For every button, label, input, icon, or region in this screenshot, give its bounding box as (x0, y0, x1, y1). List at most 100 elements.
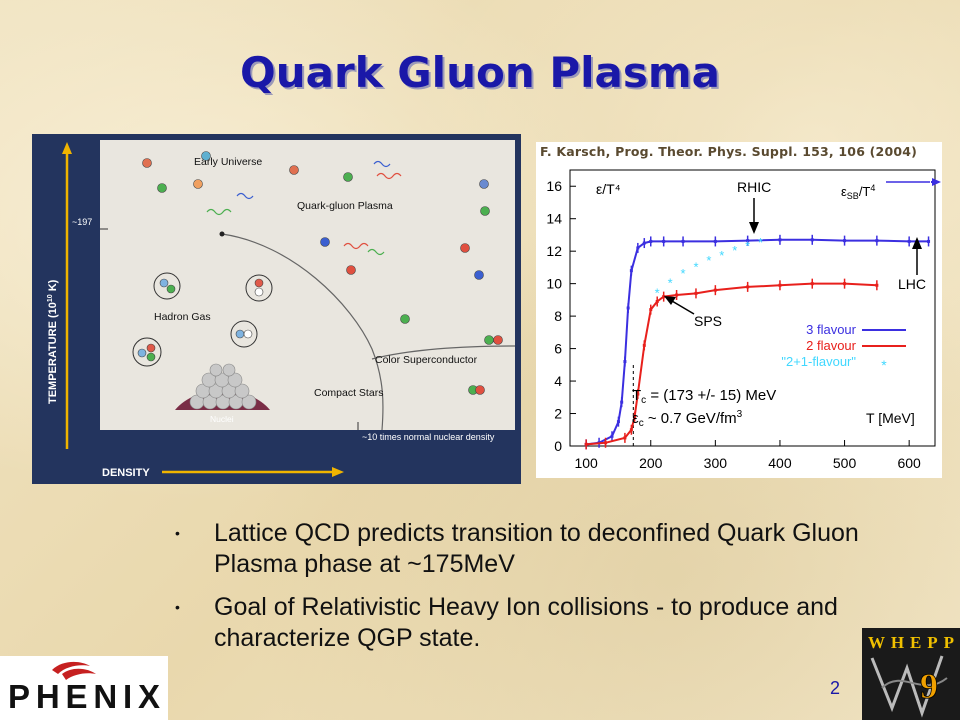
color-superconductor-boundary (371, 345, 516, 360)
y-tick-label: 4 (554, 373, 562, 389)
bullet-item: • Lattice QCD predicts transition to deco… (172, 518, 862, 580)
whepp-logo-number: 9 (920, 666, 938, 706)
data-point (875, 283, 879, 287)
compact-stars-label: Compact Stars (314, 387, 383, 399)
data-point (746, 285, 750, 289)
qgp-label: Quark-gluon Plasma (297, 200, 393, 212)
bullet-item: • Goal of Relativistic Heavy Ion collisio… (172, 592, 862, 654)
whepp-logo-squiggle (870, 655, 944, 718)
data-point-star: * (719, 248, 724, 263)
data-point (629, 269, 633, 273)
phenix-logo-bg (0, 656, 168, 720)
y-tick-label: 12 (546, 243, 562, 259)
slide-title: Quark Gluon Plasma (240, 48, 720, 97)
data-point (810, 238, 814, 242)
data-point (675, 293, 679, 297)
page-number: 2 (830, 678, 841, 698)
whepp-logo-curve (881, 677, 948, 689)
data-point (623, 360, 627, 364)
data-point (616, 420, 620, 424)
data-point (649, 308, 653, 312)
x-axis-label: T [MeV] (866, 410, 915, 426)
legend-star: * (881, 357, 887, 373)
data-point (810, 282, 814, 286)
data-point (662, 295, 666, 299)
critical-point (219, 231, 225, 237)
y-tick-label: 0 (554, 438, 562, 454)
temperature-axis-arrowhead (62, 142, 72, 154)
data-point (843, 282, 847, 286)
data-point-star: * (758, 235, 763, 250)
y-tick-label: 6 (554, 341, 562, 357)
plot-frame (569, 169, 936, 447)
sps-arrowhead (664, 296, 676, 305)
legend-label: 3 flavour (806, 322, 857, 337)
data-point (604, 441, 608, 445)
data-point (629, 428, 633, 432)
series-1 (584, 234, 931, 450)
tc-label: Tc = (173 +/- 15) MeV (632, 387, 776, 406)
phase-boundary-curve (221, 233, 384, 431)
lhc-arrowhead (912, 237, 922, 249)
early-universe-label: Early Universe (194, 156, 262, 168)
data-point (875, 239, 879, 243)
data-point (927, 239, 931, 243)
hadron-gas-label: Hadron Gas (154, 311, 211, 323)
sps-arrow (671, 300, 695, 315)
series-3: * * * * * * * * * (655, 235, 763, 300)
x-tick-label: 300 (704, 455, 728, 471)
chart-annotations: ε/T⁴ εSB/T4 RHIC LHC SPS Tc = (173 +/- 1… (596, 178, 941, 429)
data-point (655, 300, 659, 304)
chart-axes: 100 200 300 400 500 600 0 2 4 6 8 10 12 14 16 (546, 178, 921, 471)
density-axis-label: DENSITY (102, 467, 150, 479)
data-point (843, 239, 847, 243)
color-superconductor-label: Color Superconductor (375, 354, 478, 366)
x-tick-label: 200 (639, 455, 663, 471)
whepp-logo: WHEPP 9 (862, 628, 960, 720)
chart-series: * * * * * * * * * (584, 234, 931, 450)
data-point-star: * (732, 243, 737, 258)
qcd-phase-diagram: TEMPERATURE (1010 K) DENSITY ~197 ~10 ti… (32, 134, 521, 484)
data-point-star: * (668, 276, 673, 291)
stefan-boltzmann-label: εSB/T4 (841, 183, 875, 201)
data-point (642, 343, 646, 347)
data-point (626, 306, 630, 310)
x-tick-label: 100 (574, 455, 598, 471)
y-axis-label: ε/T⁴ (596, 181, 621, 197)
lhc-label: LHC (898, 276, 926, 292)
rhic-label: RHIC (737, 179, 771, 195)
temperature-axis-label: TEMPERATURE (1010 K) (47, 279, 59, 404)
sps-label: SPS (694, 313, 722, 329)
sb-arrowhead (932, 178, 941, 186)
nuclei-label: Nuclei (210, 414, 234, 424)
phenix-bird-wing (52, 661, 90, 674)
data-point-star: * (706, 253, 711, 268)
data-point (649, 239, 653, 243)
data-point (623, 436, 627, 440)
data-point (778, 238, 782, 242)
y-tick-label: 10 (546, 276, 562, 292)
hadron-bubbles (132, 272, 273, 367)
data-point (633, 415, 637, 419)
y-tick-label: 14 (546, 211, 562, 227)
tick-197-label: ~197 (72, 217, 92, 227)
data-point-star: * (693, 259, 698, 274)
bullet-text: Goal of Relativistic Heavy Ion collision… (214, 593, 838, 652)
ec-label: εc ~ 0.7 GeV/fm3 (632, 409, 743, 429)
bullet-list: • Lattice QCD predicts transition to deco… (172, 518, 862, 666)
data-point (662, 239, 666, 243)
series-2 (584, 278, 879, 450)
phase-diagram-panel (100, 140, 515, 430)
data-point-star: * (681, 266, 686, 281)
x-tick-label: 600 (897, 455, 921, 471)
x-tick-label: 500 (833, 455, 857, 471)
phenix-bird-wing-lower (62, 668, 96, 680)
data-point (713, 239, 717, 243)
y-tick-label: 2 (554, 406, 562, 422)
data-point (713, 288, 717, 292)
legend-label: "2+1-flavour" (781, 354, 856, 369)
y-tick-label: 8 (554, 308, 562, 324)
phenix-logo: PHENIX (0, 656, 168, 720)
citation: F. Karsch, Prog. Theor. Phys. Suppl. 153… (540, 144, 918, 159)
bullet-dot: • (175, 599, 180, 615)
